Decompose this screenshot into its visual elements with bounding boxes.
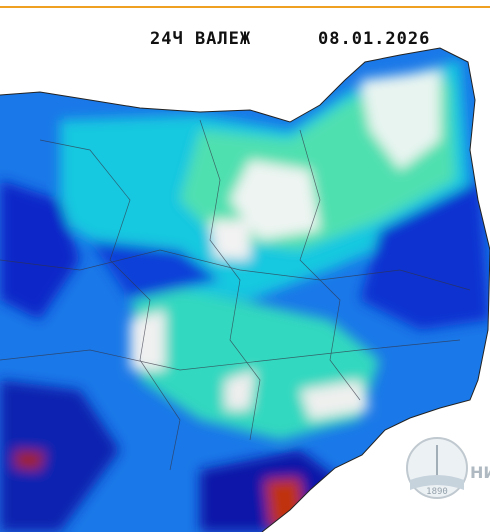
logo-year: 1890 [426, 487, 448, 497]
precipitation-field [0, 48, 490, 532]
country-border [0, 47, 490, 532]
map-date: 08.01.2026 [318, 29, 430, 49]
map-title: 24Ч ВАЛЕЖ [150, 29, 251, 49]
logo-text: НИ [470, 463, 490, 482]
logo: 1890 НИ [406, 437, 490, 499]
